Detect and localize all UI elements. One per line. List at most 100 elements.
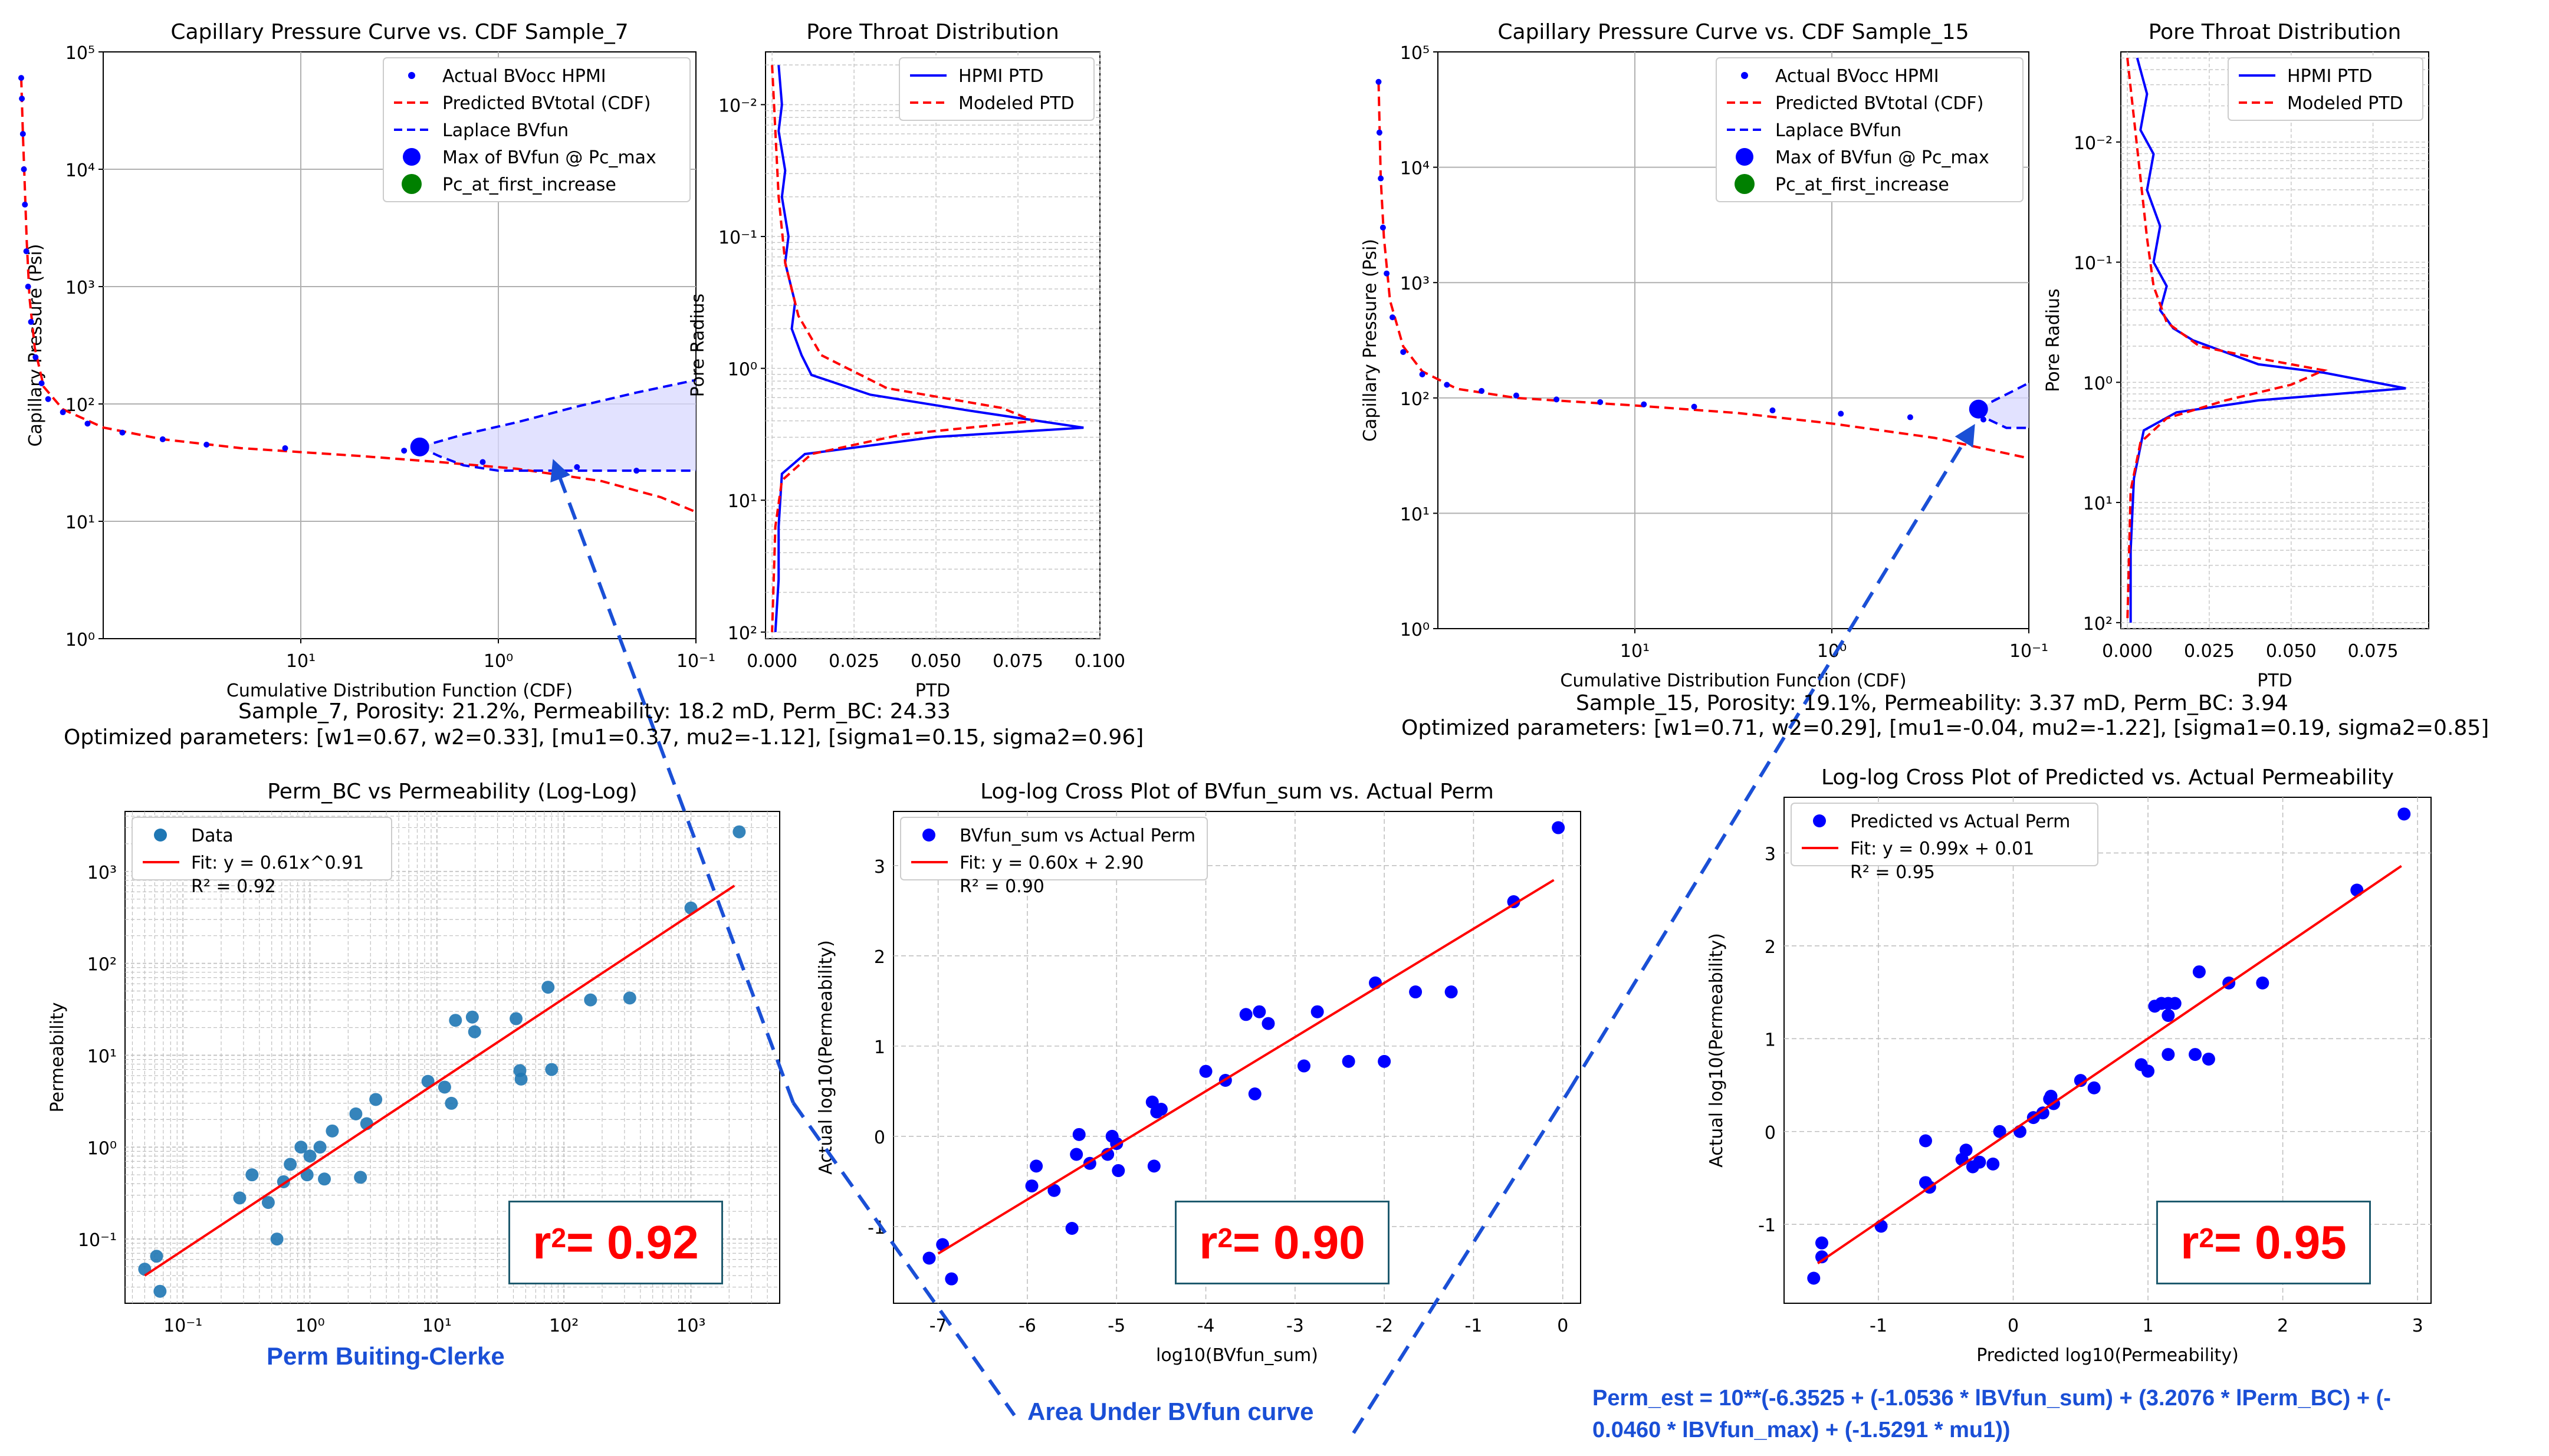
ptd-chart-sample15-legend-label: Modeled PTD [2287,93,2403,114]
cap-chart-sample7-hpmi-point [23,248,29,255]
sample7-parameters: Optimized parameters: [w1=0.67, w2=0.33]… [64,725,1144,750]
cap-chart-sample15-hpmi-point [1513,392,1519,399]
cap-chart-sample7-legend-entry: Laplace BVfun [394,120,569,141]
ptd-chart-sample7-ytick: 10⁻¹ [718,228,757,248]
permbc-chart-xtick: 10³ [676,1316,705,1336]
ptd-chart-sample15-xtick: 0.025 [2184,641,2235,662]
bvfun-chart-xtick: -5 [1108,1316,1125,1336]
predicted-chart-xtick: -1 [1870,1316,1887,1336]
permbc-chart-data-point [465,1010,479,1024]
permbc-chart-ylabel: Permeability [47,1003,68,1113]
cap-chart-sample15-xlabel: Cumulative Distribution Function (CDF) [1560,671,1906,691]
cap-chart-sample15-hpmi-point [1553,396,1560,403]
cap-chart-sample7-hpmi-point [479,459,486,465]
bvfun-chart-xtick: -6 [1019,1316,1036,1336]
cap-chart-sample15-hpmi-point [1384,270,1390,277]
ptd-chart-sample7-legend-label: HPMI PTD [958,66,1043,87]
cap-chart-sample7-legend-label: Actual BVocc HPMI [442,66,606,87]
cap-chart-sample15-hpmi-point [1400,349,1407,355]
permbc-chart-data-point [514,1072,528,1086]
predicted-chart-data-point [2192,965,2206,978]
cap-chart-sample7-laplace-upper [419,379,697,448]
permbc-chart-legend-label: R² = 0.92 [191,876,276,897]
cap-chart-sample7-ytick: 10⁵ [65,43,95,64]
cap-chart-sample15-ytick: 10¹ [1400,504,1430,525]
bvfun-chart-legend-label: Fit: y = 0.60x + 2.90 [960,853,1144,873]
sample7-summary: Sample_7, Porosity: 21.2%, Permeability:… [238,699,951,724]
bvfun-chart-xtick: 0 [1557,1316,1568,1336]
permbc-chart-data-point [153,1284,167,1298]
bvfun-chart-data-point [1378,1054,1391,1068]
bvfun-chart-legend-label: R² = 0.90 [960,876,1044,897]
cap-chart-sample7-ytick: 10⁰ [65,630,95,650]
sample15-parameters: Optimized parameters: [w1=0.71, w2=0.29]… [1401,716,2489,740]
cap-chart-sample7-legend-label: Pc_at_first_increase [442,175,616,195]
ptd-chart-sample7-xtick: 0.000 [747,651,797,672]
permbc-chart-data-point [245,1168,259,1182]
predicted-chart-xtick: 3 [2412,1316,2423,1336]
cap-chart-sample7-legend-entry: Actual BVocc HPMI [408,66,606,87]
cap-chart-sample15-ytick: 10³ [1400,274,1430,294]
formula-line-2: 0.0460 * lBVfun_max) + (-1.5291 * mu1)) [1592,1418,2011,1442]
cap-chart-sample15-hpmi-point [1691,403,1697,410]
permbc-chart-legend-label: Data [191,826,234,846]
arrow-leg-2 [1352,1090,1571,1434]
cap-chart-sample7-legend-entry: Max of BVfun @ Pc_max [403,147,656,168]
permbc-chart-data-point [270,1232,284,1246]
permbc-chart-data-point [354,1171,367,1184]
predicted-chart-data-point [2162,1048,2175,1061]
predicted-chart-data-point [2162,1008,2175,1022]
cap-chart-sample15-predicted-line [1377,81,2029,460]
arrow-leg-1 [791,1102,1016,1416]
bvfun-chart-data-point [1101,1148,1115,1161]
cap-chart-sample15-legend-label: Pc_at_first_increase [1775,175,1949,195]
cap-chart-sample7-hpmi-point [25,284,31,290]
bvfun-chart-xtick: -1 [1464,1316,1482,1336]
cap-chart-sample7-predicted-line [19,78,697,514]
permbc-chart-ytick: 10⁰ [87,1138,117,1159]
bvfun-chart-title: Log-log Cross Plot of BVfun_sum vs. Actu… [980,780,1494,804]
cap-chart-sample15-hpmi-point [1444,382,1450,388]
permbc-chart-ytick: 10⁻¹ [78,1230,117,1251]
ptd-chart-sample15-ylabel: Pore Radius [2043,288,2064,392]
cap-chart-sample15-legend-label: Max of BVfun @ Pc_max [1775,147,1989,168]
permbc-chart-ytick: 10² [87,955,117,975]
cap-chart-sample15-legend-label: Actual BVocc HPMI [1775,66,1939,87]
bvfun-chart-xtick: -4 [1197,1316,1215,1336]
cap-chart-sample15-title: Capillary Pressure Curve vs. CDF Sample_… [1497,20,1969,44]
ptd-chart-sample7-xtick: 0.075 [993,651,1043,672]
cap-chart-sample7-hpmi-point [203,442,210,448]
permbc-chart-legend-label: Fit: y = 0.61x^0.91 [191,853,364,873]
bvfun-chart-legend-box [900,817,1208,880]
predicted-chart-data-point [2397,807,2411,821]
ptd-chart-sample15-legend-entry: HPMI PTD [2239,66,2372,87]
cap-chart-sample7-legend-label: Predicted BVtotal (CDF) [442,93,651,114]
cap-chart-sample15-hpmi-point [1378,175,1384,182]
cap-chart-sample15-legend-label: Predicted BVtotal (CDF) [1775,93,1983,114]
cap-chart-sample7-ytick: 10³ [65,278,95,298]
cap-chart-sample7-hpmi-point [60,409,66,416]
bvfun-chart-xtick: -2 [1375,1316,1393,1336]
bvfun-chart-data-point [1342,1054,1355,1068]
predicted-chart-ytick: -1 [1758,1215,1776,1236]
cap-chart-sample15-hpmi-point [1597,399,1604,405]
bvfun-chart-data-point [1147,1159,1161,1173]
bvfun-chart-data-point [1262,1017,1275,1030]
permbc-chart-data-point [623,991,636,1005]
permbc-chart-data-point [449,1014,462,1027]
permbc-chart-data-point [303,1149,317,1163]
permbc-chart-data-point [326,1124,339,1138]
cap-chart-sample15-hpmi-point [1980,416,1987,423]
cap-chart-sample7-title: Capillary Pressure Curve vs. CDF Sample_… [170,20,628,44]
cap-chart-sample7-hpmi-point [159,436,166,442]
predicted-chart-ytick: 1 [1765,1030,1776,1050]
ptd-chart-sample15: Pore Throat Distribution PTD Pore Radius 0.… [2043,20,2429,691]
permbc-chart-data-point [233,1191,247,1205]
permbc-chart-data-point [445,1096,458,1110]
cap-chart-sample7-hpmi-point [282,445,288,451]
cap-chart-sample7-ytick: 10¹ [65,512,95,533]
arrow-to-sample7-area [550,459,795,1104]
ptd-chart-sample15-xtick: 0.075 [2348,641,2399,662]
permbc-chart-legend-entry: Fit: y = 0.61x^0.91 R² = 0.92 [143,853,364,897]
bvfun-chart-fit-line [937,879,1555,1255]
